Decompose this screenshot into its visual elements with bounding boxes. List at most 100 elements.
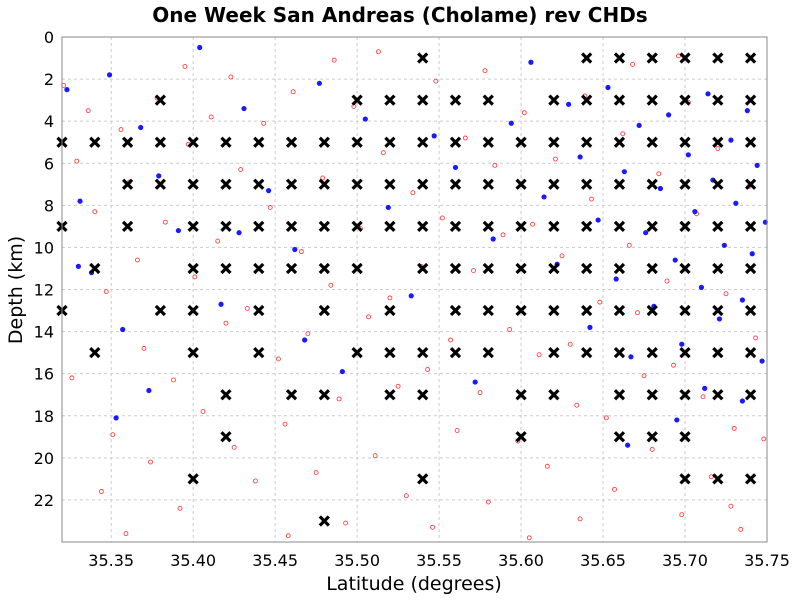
filled-circle-point [241, 105, 247, 112]
x-marker-point [253, 178, 265, 190]
open-circle-point [671, 362, 676, 368]
filled-circle-point [452, 164, 459, 171]
x-marker-point [679, 94, 691, 106]
y-tick-label: 20 [34, 449, 54, 468]
y-tick-label: 12 [34, 281, 54, 300]
filled-circle-point [674, 417, 680, 423]
x-marker-point [417, 473, 429, 485]
open-circle-point [228, 74, 234, 80]
y-axis-ticks: 0 2 4 6 8 10 12 14 16 18 20 22 [34, 28, 54, 510]
x-marker-point [548, 304, 560, 317]
x-marker-point [581, 94, 593, 106]
open-circle-point [69, 375, 75, 381]
open-circle-point [380, 150, 386, 156]
filled-circle-point [702, 385, 708, 391]
x-marker-point [679, 431, 691, 443]
x-marker-point [384, 389, 396, 401]
filled-circle-point [362, 116, 368, 122]
open-circle-point [74, 158, 80, 164]
x-marker-point [417, 346, 429, 359]
x-marker-point [384, 94, 396, 106]
x-axis-ticks: 35.35 35.40 35.45 35.50 35.55 35.60 35.65 35.70… [88, 551, 790, 570]
open-circle-point [679, 512, 685, 518]
x-marker-point [220, 389, 232, 401]
filled-circle-point [636, 122, 642, 128]
x-marker-point [154, 136, 167, 148]
filled-circle-point [595, 217, 601, 223]
filled-circle-point [744, 108, 750, 114]
x-marker-point [417, 389, 429, 401]
x-marker-point [744, 94, 757, 106]
filled-circle-point [566, 101, 572, 107]
open-circle-point [253, 478, 258, 484]
x-marker-point [613, 389, 626, 401]
open-circle-point [375, 49, 381, 55]
x-marker-point [187, 136, 199, 148]
x-marker-point [253, 136, 265, 148]
x-marker-point [515, 136, 527, 148]
x-marker-point [384, 304, 396, 317]
open-circle-point [177, 505, 183, 511]
open-circle-point [162, 219, 168, 225]
open-circle-point [626, 242, 632, 248]
open-circle-point [372, 453, 378, 459]
x-marker-point [646, 52, 658, 64]
x-marker-point [744, 473, 757, 485]
x-marker-point [449, 94, 462, 106]
x-tick-label: 35.35 [88, 551, 134, 570]
x-marker-point [253, 262, 265, 275]
open-circle-point [395, 383, 401, 389]
y-tick-label: 4 [44, 112, 54, 131]
filled-circle-point [508, 120, 514, 126]
x-marker-point [253, 304, 265, 317]
filled-circle-point [431, 133, 437, 139]
open-circle-point [387, 295, 393, 301]
open-circle-point [410, 190, 416, 196]
x-marker-point [351, 220, 363, 233]
x-marker-point [744, 52, 757, 64]
open-circle-point [148, 459, 153, 465]
open-circle-point [192, 274, 198, 280]
x-marker-point [187, 473, 199, 485]
open-circle-point [298, 249, 304, 255]
filled-circle-point [75, 263, 81, 269]
open-circle-point [485, 499, 491, 505]
filled-circle-point [106, 72, 113, 78]
filled-circle-point [490, 236, 496, 242]
open-circle-point [282, 421, 288, 427]
x-marker-point [581, 220, 593, 233]
open-circle-point [171, 377, 176, 383]
x-marker-point [154, 178, 167, 190]
x-axis-label: Latitude (degrees) [326, 573, 502, 595]
x-marker-point [679, 346, 691, 359]
filled-circle-point [733, 200, 739, 206]
x-marker-point [548, 136, 560, 148]
x-marker-point [220, 262, 232, 275]
open-circle-point [708, 474, 714, 480]
open-circle-point [635, 310, 640, 316]
filled-circle-point [64, 87, 70, 93]
open-circle-point [208, 114, 214, 120]
x-marker-point [482, 94, 494, 106]
x-marker-point [581, 52, 593, 64]
open-circle-point [223, 320, 229, 326]
y-axis-label: Depth (km) [5, 236, 27, 344]
filled-circle-point [625, 442, 631, 448]
x-marker-point [121, 178, 134, 190]
x-marker-point [646, 220, 658, 233]
x-marker-point [482, 304, 494, 317]
x-marker-point [646, 178, 658, 190]
filled-circle-point [628, 354, 634, 360]
x-tick-label: 35.50 [334, 551, 380, 570]
open-circle-point [454, 428, 460, 433]
x-marker-point [712, 136, 724, 148]
x-marker-point [548, 389, 560, 401]
open-circle-point [215, 238, 221, 244]
filled-circle-point [739, 398, 746, 404]
open-circle-point [320, 175, 326, 181]
x-marker-point [581, 178, 593, 190]
open-circle-point [603, 415, 609, 421]
x-marker-point [449, 304, 462, 317]
x-marker-point [417, 136, 429, 148]
